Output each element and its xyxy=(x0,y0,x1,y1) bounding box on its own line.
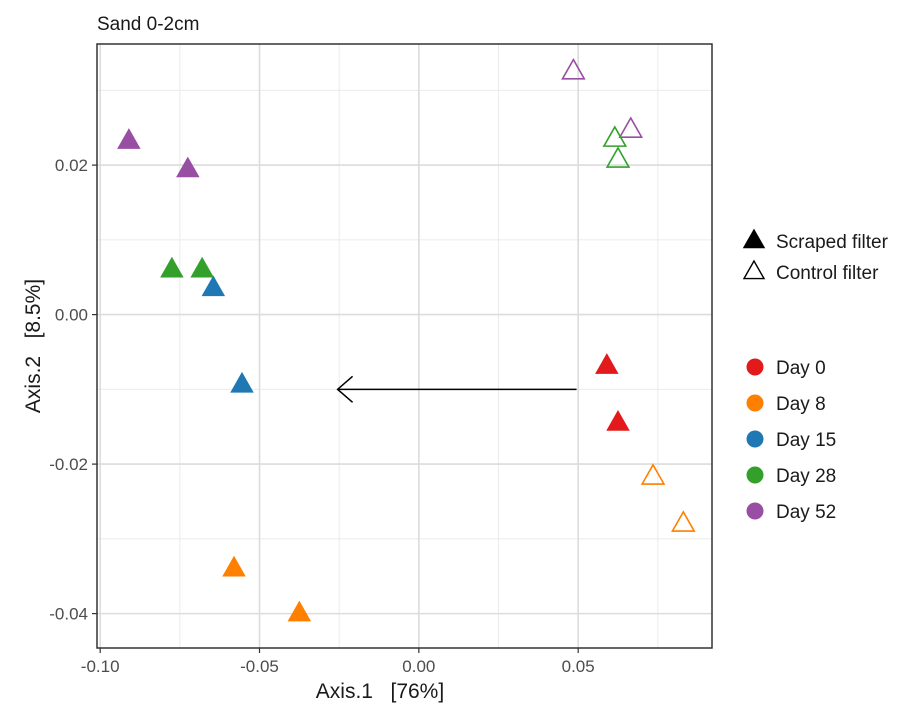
filled-triangle-day-28 xyxy=(160,256,184,278)
legend-color-label: Day 15 xyxy=(776,430,836,451)
legend-color-swatch xyxy=(746,394,764,412)
color-legend: Day 0 Day 8 Day 15 Day 28 Day 52 xyxy=(746,358,836,523)
plot-border xyxy=(96,43,713,649)
arrow-head xyxy=(336,375,354,403)
filled-triangle-day-52 xyxy=(176,156,200,178)
chart-title: Sand 0-2cm xyxy=(97,14,199,35)
open-triangle-day-52 xyxy=(618,116,644,138)
y-tick-label: -0.04 xyxy=(49,605,88,624)
legend-color-label: Day 52 xyxy=(776,502,836,523)
x-tick-label: -0.10 xyxy=(81,657,120,676)
filled-triangle-day-52 xyxy=(117,128,141,149)
legend-open-triangle-icon xyxy=(742,259,766,280)
y-axis-ticks: -0.04 -0.02 0.00 0.02 xyxy=(49,156,97,624)
legend-color-swatch xyxy=(746,358,764,376)
plot-panel xyxy=(97,44,712,648)
shape-legend: Scraped filter Control filter xyxy=(742,228,889,284)
legend-color-swatch xyxy=(746,430,764,448)
open-triangle-day-52 xyxy=(561,58,586,80)
filled-triangle-day-8 xyxy=(222,555,246,577)
filled-triangle-day-15 xyxy=(230,371,254,393)
legend-color-swatch xyxy=(746,502,764,520)
y-axis-title: Axis.2 [8.5%] xyxy=(22,279,45,413)
data-points xyxy=(117,58,696,622)
open-triangle-day-28 xyxy=(602,125,628,147)
x-axis-title: Axis.1 [76%] xyxy=(316,680,444,703)
filled-triangle-day-28 xyxy=(190,256,214,278)
x-tick-label: 0.05 xyxy=(562,657,595,676)
legend-color-label: Day 8 xyxy=(776,394,826,415)
legend-shape-label: Control filter xyxy=(776,263,879,284)
x-tick-label: -0.05 xyxy=(240,657,279,676)
open-triangle-day-28 xyxy=(605,146,631,168)
y-tick-label: 0.00 xyxy=(55,306,88,325)
annotations xyxy=(336,375,577,403)
legend-color-label: Day 0 xyxy=(776,358,826,379)
legend-color-swatch xyxy=(746,466,764,484)
x-axis-ticks: -0.10 -0.05 0.00 0.05 xyxy=(81,648,595,676)
x-tick-label: 0.00 xyxy=(402,657,435,676)
grid-lines xyxy=(97,44,712,648)
filled-triangle-day-0 xyxy=(595,353,619,374)
y-tick-label: -0.02 xyxy=(49,455,88,474)
open-triangle-day-8 xyxy=(640,463,666,485)
filled-triangle-day-15 xyxy=(201,275,226,297)
filled-triangle-day-8 xyxy=(287,600,312,622)
filled-triangle-day-0 xyxy=(606,409,630,431)
legend-filled-triangle-icon xyxy=(742,228,766,249)
y-tick-label: 0.02 xyxy=(55,156,88,175)
legend-color-label: Day 28 xyxy=(776,466,836,487)
open-triangle-day-8 xyxy=(671,510,696,532)
legend-shape-label: Scraped filter xyxy=(776,232,889,253)
